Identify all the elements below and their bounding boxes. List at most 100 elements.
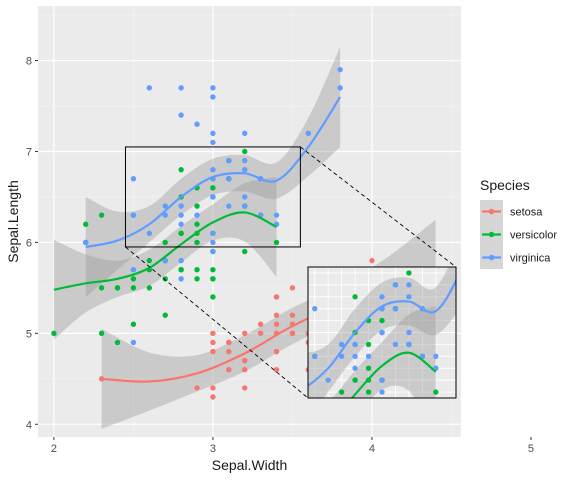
point-virginica (178, 212, 184, 218)
legend-title: Species (480, 177, 530, 193)
inset-plot (308, 267, 456, 398)
point-versicolor (210, 185, 216, 191)
y-tick-label: 5 (26, 328, 32, 340)
point-setosa (289, 285, 296, 291)
point-versicolor (178, 266, 184, 273)
inset-point-virginica (392, 341, 399, 348)
point-setosa (257, 330, 264, 337)
point-virginica (210, 166, 216, 173)
y-tick-label: 7 (26, 146, 32, 158)
point-virginica (210, 130, 216, 136)
point-versicolor (242, 148, 248, 155)
point-setosa (242, 385, 248, 391)
point-setosa (226, 348, 232, 355)
point-virginica (83, 239, 89, 246)
inset-point-versicolor (365, 365, 372, 371)
inset-point-versicolor (352, 294, 358, 300)
point-virginica (226, 203, 232, 209)
point-setosa (210, 339, 216, 346)
point-virginica (242, 130, 248, 136)
point-setosa (242, 357, 248, 364)
point-setosa (369, 257, 375, 264)
point-setosa (210, 394, 216, 400)
point-virginica (226, 176, 232, 182)
smooth-line-versicolor (53, 211, 278, 291)
inset-point-virginica (419, 353, 426, 360)
legend: Species setosa versicolor virginica (480, 177, 557, 269)
inset-point-virginica (338, 353, 345, 360)
point-setosa (194, 385, 200, 391)
point-virginica (242, 194, 248, 200)
point-virginica (210, 230, 216, 237)
point-virginica (178, 112, 184, 118)
point-versicolor (178, 230, 184, 237)
point-setosa (210, 348, 216, 355)
x-tick-label: 3 (210, 443, 216, 455)
point-virginica (210, 85, 216, 91)
point-virginica (178, 276, 184, 282)
inset-point-versicolor (406, 270, 412, 276)
inset-point-virginica (392, 282, 399, 288)
main-plot-layer (51, 46, 439, 429)
point-versicolor (194, 266, 200, 273)
point-setosa (289, 330, 296, 337)
point-versicolor (162, 239, 168, 246)
inset-smooth-line-virginica (308, 278, 456, 387)
inset-point-virginica (352, 353, 358, 360)
inset-zoom-layer (125, 146, 457, 399)
point-versicolor (194, 276, 200, 282)
point-virginica (210, 194, 216, 200)
point-versicolor (114, 285, 121, 291)
inset-point-versicolor (338, 389, 345, 395)
point-virginica (242, 166, 248, 173)
axes-layer: 2345645678 (26, 56, 534, 455)
inset-point-virginica (392, 305, 399, 312)
point-virginica (210, 248, 216, 255)
point-versicolor (98, 212, 105, 218)
point-versicolor (114, 339, 121, 346)
point-virginica (146, 230, 153, 237)
point-virginica (210, 239, 216, 246)
inset-point-virginica (379, 389, 385, 395)
point-virginica (178, 85, 184, 91)
point-setosa (273, 348, 280, 355)
y-tick-label: 8 (26, 56, 32, 68)
point-versicolor (98, 285, 105, 291)
point-virginica (273, 212, 280, 218)
point-versicolor (98, 330, 105, 337)
inset-band-versicolor (332, 306, 436, 398)
inset-point-versicolor (379, 317, 385, 324)
point-virginica (210, 94, 216, 100)
point-virginica (162, 203, 168, 209)
point-virginica (337, 66, 343, 73)
inset-point-versicolor (433, 389, 439, 395)
point-virginica (130, 212, 137, 218)
y-tick-label: 6 (26, 237, 32, 249)
point-setosa (210, 385, 216, 391)
point-versicolor (178, 166, 184, 173)
point-setosa (273, 321, 280, 327)
point-setosa (242, 330, 248, 337)
point-setosa (273, 294, 280, 300)
zoom-source-box (124, 146, 301, 248)
point-setosa (257, 321, 264, 327)
x-tick-label: 4 (369, 443, 375, 455)
point-versicolor (51, 330, 57, 337)
smooth-line-virginica (85, 96, 342, 249)
inset-band-virginica (308, 267, 456, 398)
point-virginica (130, 266, 137, 273)
point-virginica (178, 221, 184, 227)
point-virginica (194, 212, 200, 218)
inset-point-virginica (325, 377, 331, 383)
point-virginica (130, 176, 137, 182)
inset-point-virginica (433, 353, 439, 360)
point-setosa (226, 339, 232, 346)
point-virginica (162, 257, 168, 264)
zoom-connector-bottom (125, 246, 309, 399)
x-axis-title: Sepal.Width (212, 457, 287, 473)
inset-point-virginica (379, 377, 385, 383)
point-virginica (210, 139, 216, 146)
point-virginica (130, 339, 137, 346)
inset-point-virginica (338, 341, 345, 348)
point-virginica (146, 85, 153, 91)
